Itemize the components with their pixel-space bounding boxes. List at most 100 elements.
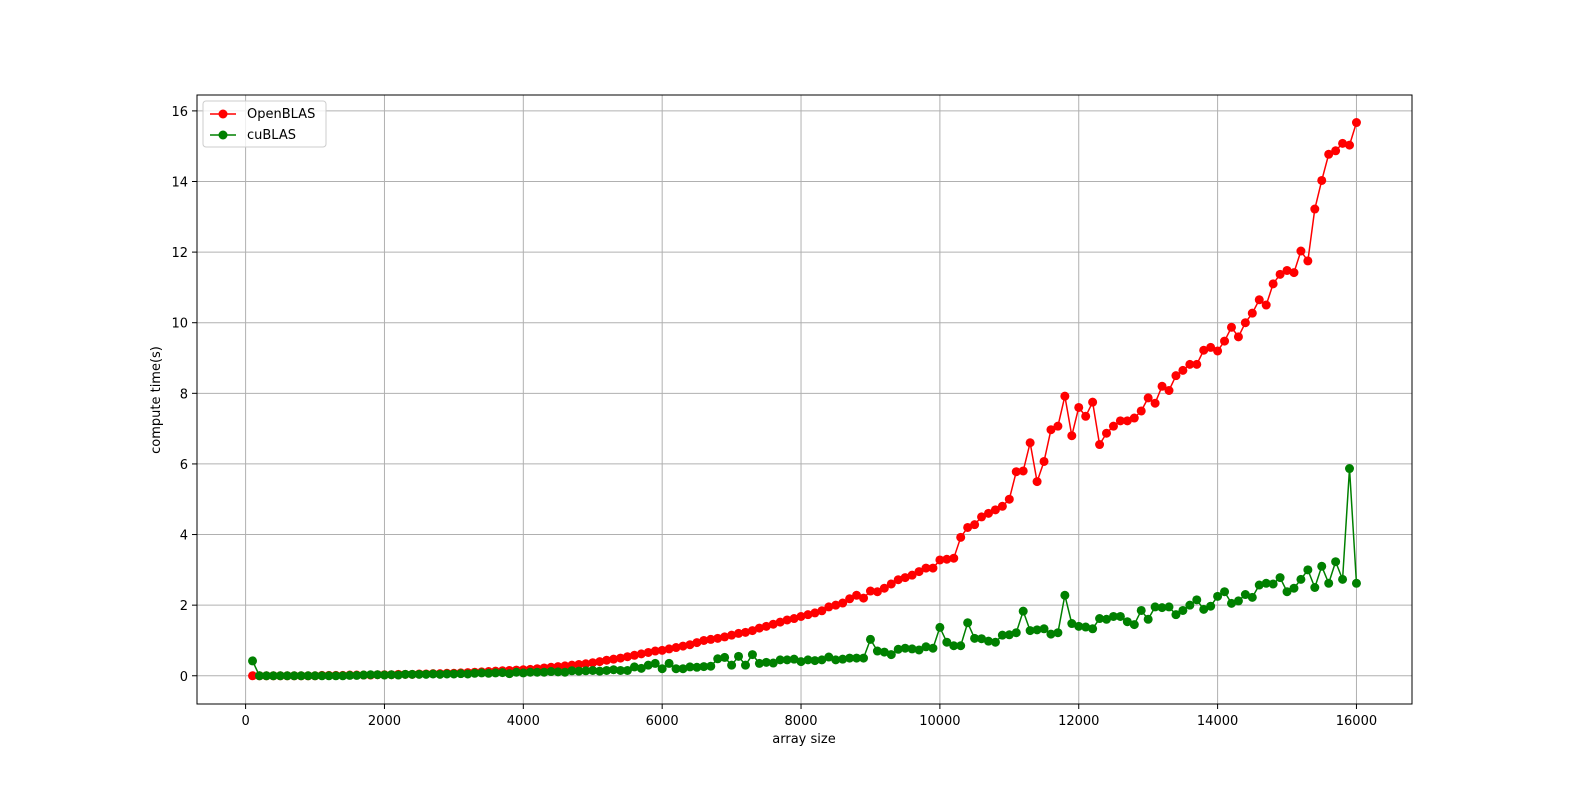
legend: OpenBLAS cuBLAS xyxy=(202,100,327,148)
data-point-cublas xyxy=(754,658,764,668)
data-point-openblas xyxy=(1108,421,1118,431)
data-point-openblas xyxy=(602,655,612,665)
data-point-cublas xyxy=(1331,557,1341,567)
data-point-openblas xyxy=(1053,421,1063,431)
data-point-openblas xyxy=(990,505,1000,515)
data-point-openblas xyxy=(963,522,973,532)
data-point-openblas xyxy=(977,512,987,522)
data-point-openblas xyxy=(1060,391,1070,401)
data-point-cublas xyxy=(831,655,841,665)
data-point-cublas xyxy=(1060,590,1070,600)
data-point-openblas xyxy=(1102,428,1112,438)
data-point-cublas xyxy=(1275,573,1285,583)
data-point-openblas xyxy=(872,587,882,597)
data-point-cublas xyxy=(977,634,987,644)
data-point-cublas xyxy=(442,669,452,679)
data-point-cublas xyxy=(956,641,966,651)
data-point-openblas xyxy=(1310,204,1320,214)
data-point-cublas xyxy=(935,622,945,632)
data-point-cublas xyxy=(1289,583,1299,593)
y-tick-label: 6 xyxy=(180,458,188,473)
legend-marker-cublas xyxy=(218,130,228,140)
data-point-openblas xyxy=(560,661,570,671)
ticks: 0 2000 4000 6000 8000 10000 12000 14000 16000 0 2 4… xyxy=(171,105,1377,729)
x-tick-label: 8000 xyxy=(784,714,817,729)
data-point-cublas xyxy=(310,671,320,681)
data-point-cublas xyxy=(428,669,438,679)
data-point-cublas xyxy=(713,654,723,664)
data-point-openblas xyxy=(1129,413,1139,423)
data-point-openblas xyxy=(685,640,695,650)
data-point-cublas xyxy=(643,660,653,670)
data-point-openblas xyxy=(1164,386,1174,395)
data-point-openblas xyxy=(734,628,744,638)
data-point-openblas xyxy=(1282,265,1292,275)
data-point-openblas xyxy=(581,659,591,669)
x-tick-label: 2000 xyxy=(368,714,401,729)
data-point-cublas xyxy=(1088,624,1098,634)
data-point-openblas xyxy=(1018,466,1028,476)
data-point-cublas xyxy=(1185,600,1195,610)
data-point-cublas xyxy=(782,655,792,665)
data-point-cublas xyxy=(435,669,445,679)
data-point-cublas xyxy=(845,653,855,663)
data-point-openblas xyxy=(775,617,785,627)
data-point-cublas xyxy=(761,657,771,667)
data-point-cublas xyxy=(1108,611,1118,621)
data-point-cublas xyxy=(588,665,598,675)
series-layer xyxy=(248,118,1361,681)
data-point-cublas xyxy=(491,668,501,678)
data-point-cublas xyxy=(560,667,570,677)
y-tick-label: 2 xyxy=(180,599,188,614)
data-point-cublas xyxy=(574,666,584,676)
data-point-openblas xyxy=(1338,138,1348,148)
data-point-cublas xyxy=(1247,592,1257,602)
data-point-cublas xyxy=(275,671,285,681)
data-point-cublas xyxy=(1129,620,1139,630)
data-point-cublas xyxy=(1081,622,1091,632)
series-cublas xyxy=(248,464,1361,681)
y-axis-label: compute time(s) xyxy=(149,346,164,454)
data-point-cublas xyxy=(317,671,327,681)
data-point-openblas xyxy=(810,608,820,618)
plot-frame xyxy=(196,94,1413,705)
data-point-cublas xyxy=(706,661,716,671)
data-point-cublas xyxy=(407,669,417,679)
data-point-cublas xyxy=(1018,606,1028,616)
data-point-cublas xyxy=(1324,578,1334,588)
data-point-cublas xyxy=(859,653,869,663)
y-tick-label: 0 xyxy=(180,670,188,685)
series-openblas xyxy=(248,118,1361,681)
data-point-cublas xyxy=(289,671,299,681)
data-point-openblas xyxy=(928,563,938,573)
data-point-cublas xyxy=(386,670,396,680)
data-point-openblas xyxy=(1331,146,1341,156)
data-point-cublas xyxy=(1226,598,1236,608)
data-point-cublas xyxy=(1317,561,1327,571)
data-point-cublas xyxy=(914,645,924,655)
data-point-openblas xyxy=(699,635,709,645)
data-point-openblas xyxy=(1247,308,1257,318)
data-point-cublas xyxy=(1136,605,1146,615)
x-tick-label: 16000 xyxy=(1336,714,1377,729)
data-point-cublas xyxy=(414,669,424,679)
data-point-openblas xyxy=(678,641,688,651)
data-point-openblas xyxy=(1275,269,1285,279)
data-point-openblas xyxy=(1213,346,1223,356)
data-point-openblas xyxy=(1324,149,1334,159)
data-point-cublas xyxy=(970,633,980,643)
data-point-openblas xyxy=(956,532,966,542)
data-point-cublas xyxy=(838,654,848,664)
data-point-cublas xyxy=(740,660,750,670)
data-point-cublas xyxy=(949,641,959,651)
data-point-cublas xyxy=(1074,621,1084,631)
data-point-cublas xyxy=(699,662,709,672)
data-point-cublas xyxy=(1338,574,1348,584)
data-point-openblas xyxy=(845,594,855,604)
data-point-openblas xyxy=(1220,336,1230,346)
data-point-cublas xyxy=(609,665,619,675)
data-point-openblas xyxy=(1351,118,1361,128)
data-point-cublas xyxy=(650,658,660,668)
data-point-cublas xyxy=(477,668,487,678)
data-point-cublas xyxy=(268,671,278,681)
